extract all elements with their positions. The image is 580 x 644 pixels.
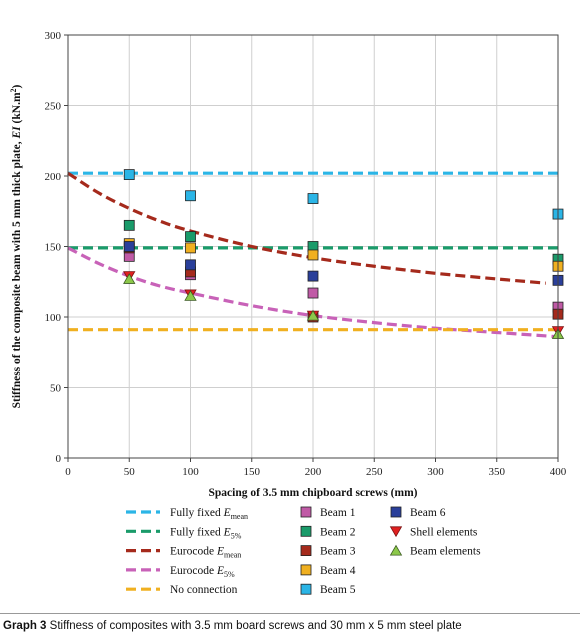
data-point-beam-5 — [123, 169, 135, 180]
x-tick-label: 400 — [550, 466, 567, 478]
legend-marker-beam-5 — [300, 583, 312, 595]
figure-caption: Graph 3 Stiffness of composites with 3.5… — [3, 620, 577, 632]
x-tick-labels: 0 50 100 150 200 250 300 350 400 — [65, 466, 567, 478]
data-point-beam-elements — [184, 290, 197, 301]
plot-frame — [67, 34, 559, 459]
chart: 0 50 100 150 200 250 300 0 50 100 150 200 250 300 350… — [9, 30, 567, 596]
legend-label-beam-4: Beam 4 — [320, 565, 356, 577]
reference-line-3 — [67, 246, 559, 339]
data-point-beam-6 — [307, 270, 319, 282]
legend-marker-beam-4 — [300, 564, 312, 576]
data-point-beam-6 — [185, 259, 196, 271]
legend-marker-beam-6 — [390, 506, 402, 518]
data-point-beam-1 — [307, 287, 319, 299]
legend-marker-shell-elements — [389, 526, 403, 538]
reference-line-2 — [67, 171, 546, 285]
legend-label-var: E — [216, 565, 224, 577]
y-tick-label: 50 — [50, 383, 62, 395]
x-tick-label: 50 — [124, 466, 136, 478]
data-point-beam-2 — [123, 219, 135, 231]
legend-label-1: Fully fixed E5% — [170, 526, 242, 540]
legend-label-var: E — [216, 546, 224, 558]
y-tick-label: 250 — [45, 101, 62, 113]
y-axis-title-unit: (kN.m — [11, 92, 23, 126]
y-tick-label: 150 — [45, 242, 62, 254]
data-markers — [123, 169, 565, 339]
y-tick-label: 100 — [45, 312, 62, 324]
legend-label-beam-elements: Beam elements — [410, 546, 481, 558]
data-point-beam-elements — [306, 309, 320, 321]
legend-label-text: Fully fixed — [170, 507, 224, 519]
legend-label-0: Fully fixed Emean — [170, 507, 248, 521]
y-tick-label: 0 — [56, 453, 62, 465]
x-tick-label: 150 — [244, 466, 261, 478]
x-tick-label: 250 — [366, 466, 383, 478]
legend-marker-beam-2 — [300, 525, 312, 537]
legend-label-text: Eurocode — [170, 546, 217, 558]
y-tick-labels: 0 50 100 150 200 250 300 — [45, 30, 62, 465]
legend-label-var: E — [223, 526, 231, 538]
data-point-beam-4 — [185, 242, 196, 254]
legend-label-beam-5: Beam 5 — [320, 584, 356, 596]
legend-label-shell-elements: Shell elements — [410, 526, 478, 538]
data-point-beam-6 — [123, 241, 135, 252]
caption-text: Stiffness of composites with 3.5 mm boar… — [46, 620, 462, 632]
x-tick-label: 300 — [427, 466, 444, 478]
legend-marker-beam-elements — [389, 544, 403, 556]
x-tick-label: 350 — [489, 466, 506, 478]
legend-label-sub: 5% — [224, 570, 235, 579]
x-tick-label: 200 — [305, 466, 322, 478]
y-axis-title-sup: 2 — [9, 88, 18, 92]
caption-divider — [0, 613, 580, 614]
legend-label-4: No connection — [170, 584, 238, 596]
legend-label-sub: mean — [224, 551, 241, 560]
y-tick-label: 300 — [45, 30, 62, 42]
legend-label-sub: 5% — [231, 531, 242, 540]
data-point-beam-elements — [123, 273, 136, 284]
legend-label-sub: mean — [231, 512, 248, 521]
y-axis-title-variable: EI — [11, 126, 23, 140]
legend-label-2: Eurocode Emean — [170, 546, 241, 560]
legend-label-beam-2: Beam 2 — [320, 526, 356, 538]
caption-label: Graph 3 — [3, 620, 47, 632]
x-axis-title: Spacing of 3.5 mm chipboard screws (mm) — [208, 487, 417, 499]
data-point-beam-5 — [307, 193, 319, 204]
legend-marker-beam-1 — [300, 506, 312, 518]
data-point-beam-4 — [307, 249, 319, 261]
x-tick-label: 100 — [182, 466, 199, 478]
data-point-beam-2 — [185, 231, 196, 243]
y-axis-title: Stiffness of the composite beam with 5 m… — [9, 84, 23, 408]
legend-label-text: Eurocode — [170, 565, 217, 577]
legend-label-text: Fully fixed — [170, 526, 224, 538]
data-point-beam-5 — [185, 190, 196, 202]
legend-label-3: Eurocode E5% — [170, 565, 235, 579]
legend-label-var: E — [223, 507, 231, 519]
legend-marker-beam-3 — [300, 545, 312, 556]
y-axis-title-close: ) — [11, 84, 23, 88]
legend-label-beam-3: Beam 3 — [320, 546, 356, 558]
y-axis-title-text: Stiffness of the composite beam with 5 m… — [11, 138, 23, 408]
x-tick-label: 0 — [65, 466, 71, 478]
y-tick-label: 200 — [45, 171, 62, 183]
legend-label-beam-6: Beam 6 — [410, 507, 446, 519]
legend-label-beam-1: Beam 1 — [320, 507, 356, 519]
